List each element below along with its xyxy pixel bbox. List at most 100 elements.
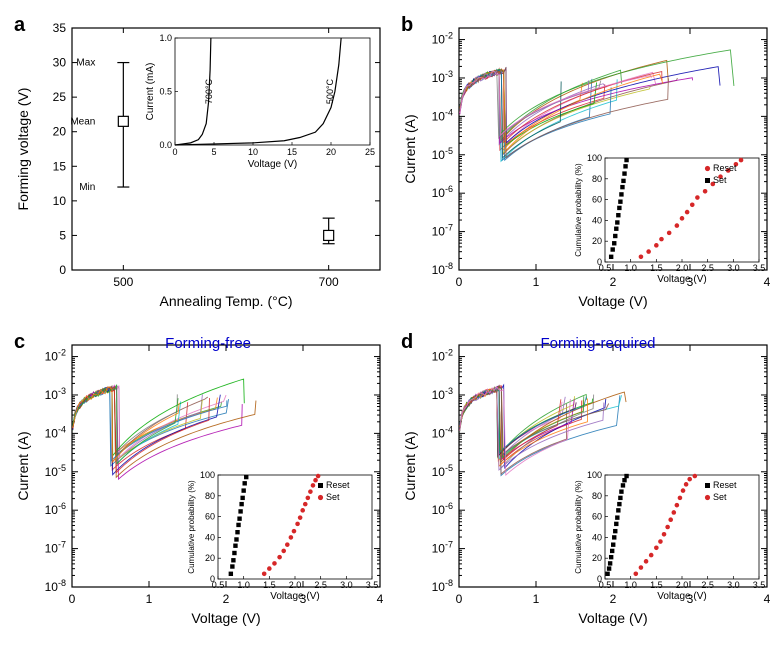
svg-text:Current (mA): Current (mA) — [145, 63, 156, 121]
svg-text:10-2: 10-2 — [45, 348, 66, 364]
svg-text:Reset: Reset — [713, 163, 737, 173]
svg-text:0.5: 0.5 — [159, 87, 172, 97]
svg-text:1.0: 1.0 — [624, 263, 637, 273]
svg-text:Set: Set — [326, 492, 340, 502]
svg-text:Voltage (V): Voltage (V) — [578, 610, 647, 626]
panel-d-title: Forming-required — [540, 335, 655, 352]
svg-text:3.5: 3.5 — [366, 580, 379, 590]
svg-text:3.0: 3.0 — [727, 580, 740, 590]
svg-text:500°C: 500°C — [325, 78, 335, 104]
svg-text:2.5: 2.5 — [701, 580, 714, 590]
svg-text:2.0: 2.0 — [289, 580, 302, 590]
svg-text:2.5: 2.5 — [701, 263, 714, 273]
svg-text:80: 80 — [592, 174, 602, 184]
svg-text:10-4: 10-4 — [45, 424, 66, 440]
svg-text:5: 5 — [59, 228, 66, 242]
svg-text:3.0: 3.0 — [340, 580, 353, 590]
svg-text:0: 0 — [210, 574, 215, 584]
svg-text:30: 30 — [53, 56, 67, 70]
svg-text:20: 20 — [592, 553, 602, 563]
svg-text:15: 15 — [53, 159, 67, 173]
svg-text:20: 20 — [326, 147, 336, 157]
svg-text:0: 0 — [172, 147, 177, 157]
panel-a: a 05101520253035500700Annealing Temp. (°… — [10, 10, 389, 319]
svg-text:Annealing Temp. (°C): Annealing Temp. (°C) — [160, 293, 293, 309]
svg-text:40: 40 — [592, 532, 602, 542]
svg-text:2.0: 2.0 — [676, 263, 689, 273]
svg-text:2: 2 — [610, 592, 617, 606]
svg-text:10-2: 10-2 — [432, 348, 453, 364]
svg-text:40: 40 — [592, 215, 602, 225]
svg-text:10-7: 10-7 — [432, 223, 453, 239]
svg-text:Voltage (V): Voltage (V) — [191, 610, 260, 626]
svg-text:10-3: 10-3 — [432, 69, 453, 85]
svg-text:25: 25 — [365, 147, 375, 157]
svg-text:1: 1 — [146, 592, 153, 606]
svg-text:10-5: 10-5 — [432, 463, 453, 479]
svg-text:4: 4 — [764, 275, 771, 289]
svg-text:Max: Max — [76, 58, 95, 69]
svg-text:10-5: 10-5 — [45, 463, 66, 479]
svg-text:4: 4 — [764, 592, 771, 606]
svg-text:4: 4 — [377, 592, 384, 606]
svg-text:Set: Set — [713, 175, 727, 185]
svg-text:1: 1 — [533, 592, 540, 606]
panel-c-svg: 10-810-710-610-510-410-310-201234Voltage… — [10, 327, 389, 636]
svg-text:Current (A): Current (A) — [402, 114, 418, 183]
svg-text:10-4: 10-4 — [432, 107, 453, 123]
svg-text:10: 10 — [248, 147, 258, 157]
panel-c-label: c — [14, 331, 25, 354]
svg-text:10-3: 10-3 — [45, 386, 66, 402]
svg-text:10-3: 10-3 — [432, 386, 453, 402]
panel-c: c Forming-free 10-810-710-610-510-410-31… — [10, 327, 389, 636]
svg-text:80: 80 — [205, 491, 215, 501]
svg-text:10-7: 10-7 — [432, 540, 453, 556]
svg-text:1: 1 — [533, 275, 540, 289]
svg-text:60: 60 — [592, 195, 602, 205]
svg-text:100: 100 — [200, 470, 215, 480]
svg-text:Voltage (V): Voltage (V) — [578, 293, 647, 309]
svg-text:0: 0 — [69, 592, 76, 606]
svg-text:500: 500 — [113, 275, 133, 289]
svg-text:100: 100 — [587, 470, 602, 480]
svg-text:100: 100 — [587, 153, 602, 163]
svg-text:0: 0 — [597, 257, 602, 267]
svg-text:20: 20 — [205, 553, 215, 563]
panel-b-svg: 10-810-710-610-510-410-310-201234Voltage… — [397, 10, 776, 319]
svg-text:10-6: 10-6 — [432, 184, 453, 200]
svg-text:700°C: 700°C — [204, 78, 214, 104]
svg-text:60: 60 — [592, 512, 602, 522]
svg-text:10-4: 10-4 — [432, 424, 453, 440]
svg-text:700: 700 — [319, 275, 339, 289]
svg-text:10-2: 10-2 — [432, 31, 453, 47]
svg-text:1.5: 1.5 — [650, 263, 663, 273]
svg-text:10: 10 — [53, 194, 67, 208]
panel-d-label: d — [401, 331, 413, 354]
svg-text:Current (A): Current (A) — [15, 431, 31, 500]
svg-text:25: 25 — [53, 90, 67, 104]
svg-text:1.5: 1.5 — [650, 580, 663, 590]
figure-grid: a 05101520253035500700Annealing Temp. (°… — [10, 10, 768, 636]
svg-text:2: 2 — [610, 275, 617, 289]
svg-text:1.5: 1.5 — [263, 580, 276, 590]
svg-text:Cumulative probability (%): Cumulative probability (%) — [187, 480, 196, 574]
svg-text:0: 0 — [59, 263, 66, 277]
svg-text:2.0: 2.0 — [676, 580, 689, 590]
svg-text:Set: Set — [713, 492, 727, 502]
svg-text:Reset: Reset — [713, 480, 737, 490]
svg-text:Voltage (V): Voltage (V) — [657, 591, 706, 602]
svg-text:35: 35 — [53, 21, 67, 35]
svg-text:Reset: Reset — [326, 480, 350, 490]
svg-text:10-5: 10-5 — [432, 146, 453, 162]
svg-text:Voltage (V): Voltage (V) — [657, 274, 706, 285]
svg-text:Voltage (V): Voltage (V) — [270, 591, 319, 602]
svg-text:10-6: 10-6 — [45, 501, 66, 517]
svg-text:0: 0 — [456, 592, 463, 606]
svg-text:2.5: 2.5 — [314, 580, 327, 590]
svg-text:Voltage (V): Voltage (V) — [248, 159, 297, 170]
svg-text:0.0: 0.0 — [159, 140, 172, 150]
svg-text:10-8: 10-8 — [432, 261, 453, 277]
svg-text:1.0: 1.0 — [237, 580, 250, 590]
svg-text:Min: Min — [79, 182, 95, 193]
svg-text:Forming voltage (V): Forming voltage (V) — [15, 88, 31, 211]
